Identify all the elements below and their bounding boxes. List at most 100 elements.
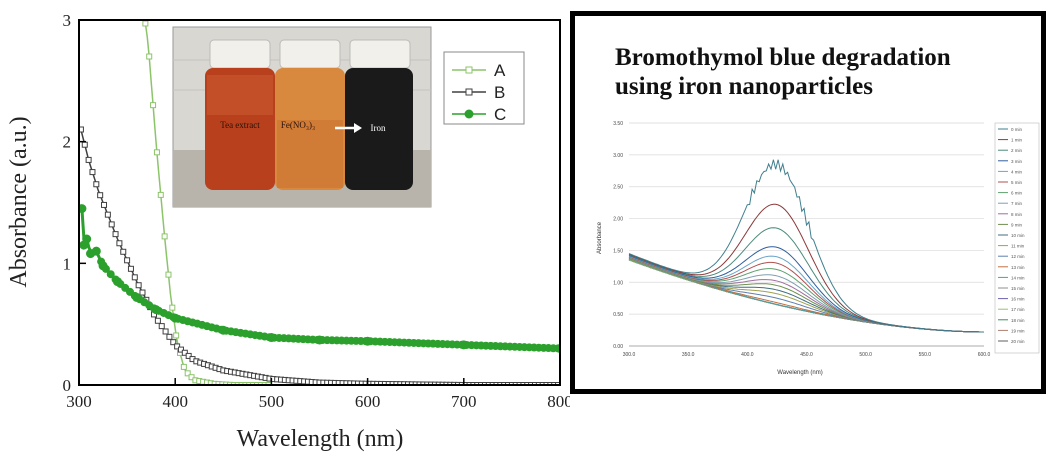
- right-legend-label: 20 min: [1011, 339, 1025, 344]
- series-b-point: [501, 382, 508, 385]
- arrowhead-icon: [354, 123, 362, 133]
- series-b-point: [127, 265, 134, 272]
- series-a-point: [246, 382, 253, 385]
- series-a-point: [173, 332, 180, 339]
- right-legend-label: 0 min: [1011, 127, 1023, 132]
- series-b-point: [108, 221, 115, 228]
- series-a-point: [234, 382, 241, 385]
- series-b-point: [462, 382, 469, 385]
- series-b-point: [185, 352, 192, 359]
- right-y-tick-label: 3.50: [613, 121, 623, 127]
- right-legend-label: 19 min: [1011, 328, 1025, 333]
- series-a-point: [157, 191, 164, 198]
- series-b-point: [162, 328, 169, 335]
- right-legend-label: 4 min: [1011, 169, 1023, 174]
- series-b-point: [97, 192, 104, 199]
- series-b-point: [531, 382, 538, 385]
- series-b-point: [116, 240, 123, 247]
- degradation-series-line: [628, 256, 984, 333]
- series-b-point: [524, 382, 531, 385]
- x-tick-label: 800: [547, 392, 570, 411]
- series-c-point: [266, 333, 276, 343]
- series-b-point: [470, 382, 477, 385]
- vial-label-feno3: Fe(NO₃)₃: [281, 120, 315, 130]
- series-c-point: [106, 270, 115, 279]
- series-c-point: [218, 325, 228, 335]
- degradation-series-line: [628, 256, 984, 333]
- series-b-point: [170, 339, 177, 346]
- legend-label-c: C: [494, 105, 506, 124]
- degradation-series-line: [628, 159, 984, 333]
- series-b-point: [508, 382, 515, 385]
- series-b-point: [135, 282, 142, 289]
- x-tick-label: 700: [451, 392, 477, 411]
- right-legend-label: 18 min: [1011, 318, 1025, 323]
- right-y-tick-label: 2.00: [613, 217, 623, 223]
- degradation-series-line: [628, 255, 984, 333]
- right-legend-label: 9 min: [1011, 222, 1023, 227]
- series-c-point: [151, 305, 161, 315]
- series-c-point: [98, 261, 108, 271]
- right-legend-label: 12 min: [1011, 254, 1025, 259]
- right-x-tick-label: 550.0: [919, 352, 932, 358]
- series-a-point: [253, 382, 260, 385]
- y-tick-label: 1: [63, 254, 72, 273]
- y-axis-label: Absorbance (a.u.): [6, 116, 32, 287]
- y-tick-label: 2: [63, 133, 72, 152]
- series-c-line: [80, 208, 559, 350]
- degradation-series-line: [628, 256, 984, 333]
- series-a-point: [169, 304, 176, 311]
- degradation-series-line: [628, 257, 984, 333]
- right-legend-label: 14 min: [1011, 275, 1025, 280]
- degradation-series-line: [628, 256, 984, 333]
- vials-photo: Tea extract Fe(NO₃)₃ Iron: [172, 26, 432, 208]
- right-legend: 0 min 1 min 2 min 3 min 4 min 5 min 6 min 7 min…: [994, 122, 1040, 354]
- vial-tea-extract-cap: [209, 39, 271, 69]
- series-b-point: [478, 382, 485, 385]
- right-x-tick-label: 350.0: [682, 352, 695, 358]
- series-b-point: [93, 181, 100, 188]
- series-b-point: [89, 169, 96, 176]
- right-x-axis-label: Wavelength (nm): [777, 370, 822, 376]
- plot-frame: [78, 19, 561, 386]
- series-b-point: [551, 382, 558, 385]
- series-b-point: [497, 382, 504, 385]
- right-legend-label: 1 min: [1011, 138, 1023, 143]
- absorbance-chart: 300 400 500 600 700 800 0 1 2 3 Wavelength (nm) A…: [6, 11, 570, 452]
- series-b-point: [81, 141, 88, 148]
- chart-title: Bromothymol blue degradation using iron …: [615, 44, 951, 100]
- series-b-point: [535, 382, 542, 385]
- right-legend-label: 13 min: [1011, 265, 1025, 270]
- series-b-point: [547, 382, 554, 385]
- vial-ferric-nitrate-cap: [279, 39, 341, 69]
- right-legend-label: 8 min: [1011, 212, 1023, 217]
- series-b-point: [112, 231, 119, 238]
- right-x-tick-label: 500.0: [859, 352, 872, 358]
- right-legend-label: 2 min: [1011, 148, 1023, 153]
- right-legend-label: 3 min: [1011, 159, 1023, 164]
- legend-label-a: A: [494, 61, 506, 80]
- series-a-point: [150, 102, 157, 109]
- x-tick-label: 400: [162, 392, 188, 411]
- series-a-point: [161, 233, 168, 240]
- x-tick-label: 600: [355, 392, 381, 411]
- series-a-point: [142, 20, 149, 27]
- series-b-point: [139, 289, 146, 296]
- series-b-point: [543, 382, 550, 385]
- series-b-point: [481, 382, 488, 385]
- series-a-point: [184, 370, 191, 377]
- series-b-point: [85, 156, 92, 163]
- x-axis-label: Wavelength (nm): [237, 426, 404, 452]
- series-c-point: [132, 292, 142, 302]
- right-legend-label: 16 min: [1011, 297, 1025, 302]
- series-b-point: [520, 382, 527, 385]
- series-c-point: [112, 277, 122, 287]
- right-legend-label: 15 min: [1011, 286, 1025, 291]
- series-b-point: [539, 382, 546, 385]
- series-b-point: [516, 382, 523, 385]
- y-tick-label: 0: [63, 376, 72, 395]
- series-b-point: [104, 211, 111, 218]
- right-legend-label: 17 min: [1011, 307, 1025, 312]
- series-b-point: [489, 382, 496, 385]
- right-x-tick-label: 450.0: [800, 352, 813, 358]
